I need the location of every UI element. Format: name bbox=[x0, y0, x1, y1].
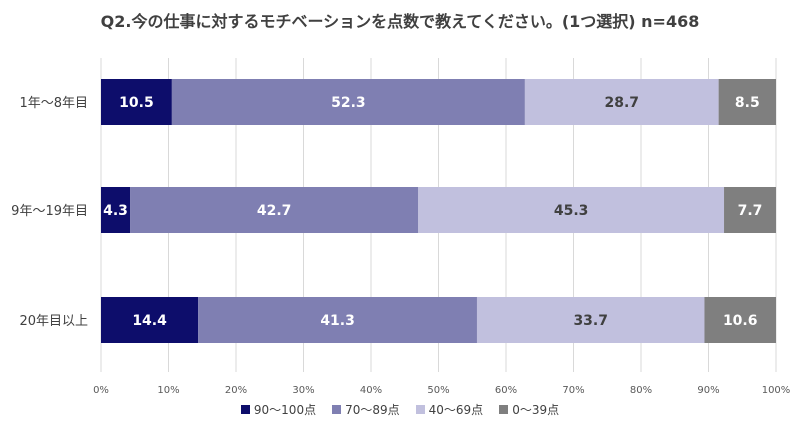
data-label: 42.7 bbox=[257, 203, 292, 219]
legend-item: 90～100点 bbox=[240, 401, 317, 418]
category-label: 1年～8年目 bbox=[19, 96, 88, 111]
x-tick-label: 40% bbox=[360, 385, 382, 396]
data-label: 45.3 bbox=[554, 203, 589, 219]
bar-segment bbox=[418, 187, 725, 233]
bar-segment bbox=[101, 297, 199, 343]
bar-segment bbox=[704, 297, 776, 343]
chart-title: Q2.今の仕事に対するモチベーションを点数で教えてください。(1つ選択) n=4… bbox=[100, 12, 700, 31]
data-label: 33.7 bbox=[573, 313, 608, 329]
legend-item: 70～89点 bbox=[332, 401, 400, 418]
bar-segment bbox=[198, 297, 477, 343]
data-label: 10.5 bbox=[119, 95, 154, 111]
legend-swatch bbox=[332, 405, 342, 414]
legend-label: 90～100点 bbox=[253, 403, 317, 417]
x-tick-label: 10% bbox=[157, 385, 179, 396]
legend-swatch bbox=[240, 405, 250, 414]
legend-item: 40～69点 bbox=[415, 401, 484, 418]
data-label: 52.3 bbox=[331, 95, 366, 111]
bar-segment bbox=[101, 79, 172, 125]
category-label: 20年目以上 bbox=[19, 314, 88, 329]
legend-item: 0～39点 bbox=[499, 401, 559, 418]
x-tick-label: 70% bbox=[562, 385, 584, 396]
data-label: 28.7 bbox=[604, 95, 639, 111]
category-label: 9年～19年目 bbox=[11, 204, 88, 219]
legend-label: 0～39点 bbox=[512, 403, 560, 417]
bar-segment bbox=[101, 187, 131, 233]
data-label: 7.7 bbox=[738, 203, 763, 219]
legend-label: 40～69点 bbox=[428, 403, 484, 417]
data-label: 41.3 bbox=[320, 313, 355, 329]
data-label: 8.5 bbox=[735, 95, 760, 111]
x-tick-label: 60% bbox=[495, 385, 517, 396]
bar-segment bbox=[171, 79, 525, 125]
legend-swatch bbox=[499, 405, 509, 414]
bar-segment bbox=[724, 187, 776, 233]
legend-label: 70～89点 bbox=[345, 403, 400, 417]
bar-segment bbox=[476, 297, 705, 343]
x-tick-label: 30% bbox=[292, 385, 314, 396]
bar-segment bbox=[130, 187, 419, 233]
data-label: 14.4 bbox=[132, 313, 167, 329]
chart-legend: 90～100点 70～89点 40～69点 0～39点 bbox=[0, 401, 800, 418]
x-tick-label: 50% bbox=[427, 385, 449, 396]
data-label: 10.6 bbox=[723, 313, 758, 329]
x-tick-label: 90% bbox=[697, 385, 719, 396]
legend-swatch bbox=[415, 405, 425, 414]
bar-segment bbox=[718, 79, 776, 125]
bar-segment bbox=[524, 79, 719, 125]
x-tick-label: 100% bbox=[762, 385, 791, 396]
data-label: 4.3 bbox=[103, 203, 128, 219]
x-tick-label: 80% bbox=[630, 385, 652, 396]
x-tick-label: 20% bbox=[225, 385, 247, 396]
x-tick-label: 0% bbox=[93, 385, 109, 396]
